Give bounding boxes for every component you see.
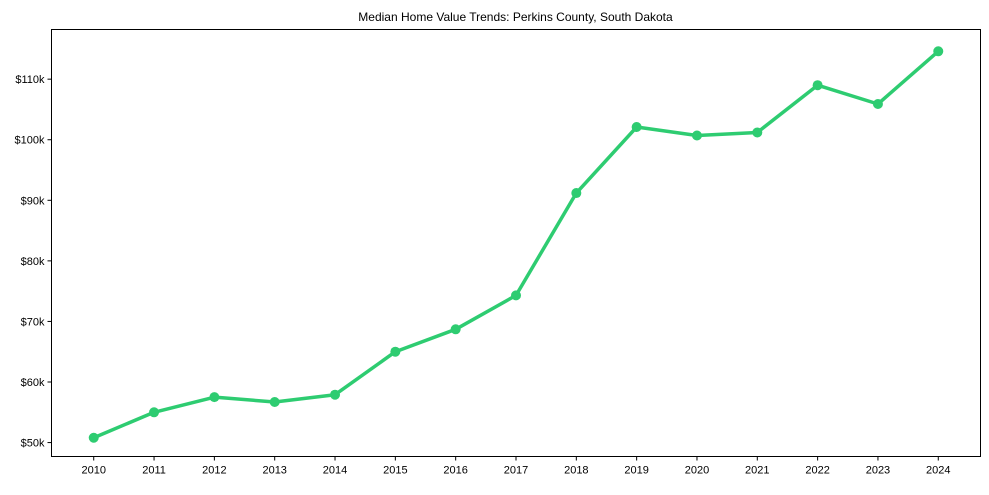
x-tick-label: 2018 <box>564 465 588 477</box>
data-point <box>872 98 883 109</box>
y-tick-label: $70k <box>21 316 45 328</box>
data-point <box>149 407 160 418</box>
data-point <box>88 432 99 443</box>
y-tick-label: $90k <box>21 195 45 207</box>
data-point <box>511 290 521 301</box>
x-tick-label: 2024 <box>926 465 950 477</box>
chart-title: Median Home Value Trends: Perkins County… <box>358 10 673 24</box>
data-point <box>269 396 280 407</box>
x-tick-label: 2014 <box>323 465 347 477</box>
y-tick-label: $60k <box>21 377 45 389</box>
data-point <box>691 130 702 141</box>
series-layer <box>88 46 944 443</box>
x-tick-label: 2022 <box>805 465 829 477</box>
data-point <box>631 122 642 133</box>
series-line <box>93 49 940 440</box>
y-tick-label: $110k <box>15 74 45 86</box>
data-point <box>390 346 401 357</box>
x-tick-label: 2020 <box>685 465 709 477</box>
x-tick-label: 2015 <box>383 465 407 477</box>
data-point <box>752 127 763 138</box>
x-axis: 2010 2011 2012 2013 2014 2015 2016 2017 2018 2019… <box>81 456 951 477</box>
x-tick-label: 2023 <box>866 465 890 477</box>
data-point <box>571 188 582 199</box>
y-tick-label: $50k <box>21 438 45 450</box>
x-tick-label: 2016 <box>443 465 467 477</box>
plot-frame <box>51 29 981 457</box>
y-tick-label: $80k <box>21 256 45 268</box>
x-tick-label: 2017 <box>504 465 528 477</box>
y-axis: $50k $60k $70k $80k $90k $100k $110k <box>15 74 52 450</box>
x-tick-label: 2019 <box>624 465 648 477</box>
data-point <box>450 324 461 335</box>
data-point <box>330 389 341 400</box>
y-tick-label: $100k <box>15 135 45 147</box>
x-tick-label: 2012 <box>202 465 226 477</box>
x-tick-label: 2013 <box>262 465 286 477</box>
x-tick-label: 2011 <box>142 465 166 477</box>
x-tick-label: 2021 <box>745 465 769 477</box>
data-point <box>933 46 944 57</box>
x-tick-label: 2010 <box>81 465 105 477</box>
data-point <box>812 80 823 91</box>
data-point <box>209 392 220 403</box>
